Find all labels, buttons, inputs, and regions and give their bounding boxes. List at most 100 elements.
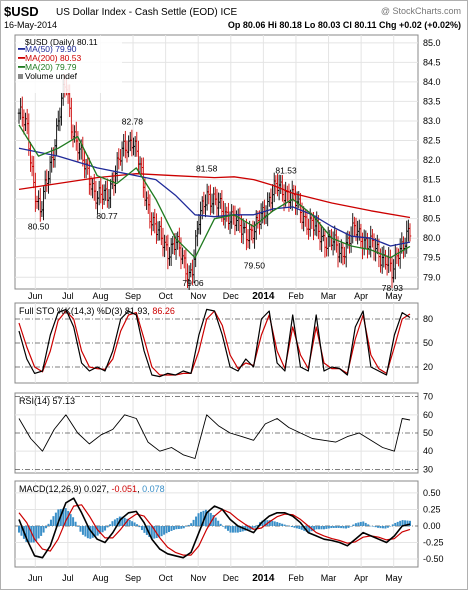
macd-histogram-bar <box>409 520 411 526</box>
macd-histogram-bar <box>268 520 271 526</box>
macd-histogram-bar <box>401 520 404 526</box>
macd-histogram-bar <box>140 525 143 531</box>
macd-y-axis: -0.50 -0.25 0.00 0.25 0.50 <box>423 488 444 564</box>
legend-ma200: MA(200) 80.53 <box>25 53 81 63</box>
macd-histogram-bar <box>352 524 355 526</box>
macd-histogram-bar <box>27 525 30 543</box>
macd-histogram-bar <box>389 525 392 527</box>
legend-volume: Volume undef <box>25 71 78 81</box>
macd-histogram-bar <box>18 525 20 533</box>
price-panel: 79.0 79.5 80.0 80.5 81.0 81.5 82.0 82.5 83.0 83.5… <box>14 34 441 293</box>
macd-histogram-bar <box>108 524 111 526</box>
y-tick-label: 84.5 <box>423 57 441 67</box>
month-label: Dec <box>223 573 240 583</box>
sto-y-axis: 20 50 80 <box>423 314 433 372</box>
macd-histogram-bar <box>94 525 97 537</box>
sto-label-main: Full STO %K(14,3) %D(3) 81.93, <box>19 306 152 316</box>
month-label: Mar <box>321 573 337 583</box>
macd-histogram-bar <box>25 525 28 542</box>
macd-histogram-bar <box>271 520 274 526</box>
macd-histogram-bar <box>163 525 166 535</box>
macd-histogram-bar <box>197 513 200 526</box>
legend-ma200-swatch <box>18 57 25 59</box>
macd-histogram-bar <box>89 525 92 539</box>
macd-histogram-bar <box>190 523 193 526</box>
macd-histogram-bar <box>345 525 348 529</box>
macd-histogram-bar <box>273 521 276 526</box>
macd-histogram-bar <box>148 525 151 538</box>
macd-histogram-bar <box>30 525 33 543</box>
legend-price: $USD (Daily) 80.11 <box>25 37 98 47</box>
macd-histogram-bar <box>106 525 109 528</box>
y-tick-label: 0.00 <box>423 521 441 531</box>
macd-histogram-bar <box>231 525 234 533</box>
macd-histogram-bar <box>77 525 80 527</box>
macd-histogram-bar <box>286 525 289 526</box>
macd-histogram-bar <box>305 525 308 532</box>
legend-ma50: MA(50) 79.90 <box>25 44 77 54</box>
macd-label-sep: , <box>137 484 142 494</box>
macd-histogram-bar <box>37 525 40 539</box>
macd-histogram-bar <box>278 522 281 526</box>
macd-histogram-bar <box>160 525 163 537</box>
month-label: Sep <box>125 291 141 301</box>
macd-histogram-bar <box>290 525 293 528</box>
sto-label-d: 86.26 <box>152 306 175 316</box>
macd-histogram-bar <box>153 525 156 539</box>
month-label: Aug <box>92 573 108 583</box>
macd-histogram-bar <box>52 516 55 526</box>
macd-histogram-bar <box>399 520 402 526</box>
month-label: Jul <box>62 573 74 583</box>
macd-histogram-bar <box>136 524 139 526</box>
macd-histogram-bar <box>62 508 65 526</box>
chart-name: US Dollar Index - Cash Settle (EOD) ICE <box>56 7 237 18</box>
macd-histogram-bar <box>239 525 242 533</box>
legend-ma20-swatch <box>18 66 25 68</box>
macd-histogram-bar <box>347 525 350 528</box>
macd-histogram-bar <box>391 524 394 526</box>
price-annotations: 80.50 82.78 80.77 79.06 81.58 79.50 81.53 78.93 <box>28 117 403 293</box>
macd-label: MACD(12,26,9) 0.027, -0.051, 0.078 <box>19 484 165 494</box>
macd-histogram-bar <box>298 525 301 529</box>
macd-histogram-bar <box>72 517 75 526</box>
macd-histogram-bar <box>364 522 367 526</box>
chart-symbol: $USD <box>4 4 39 19</box>
macd-histogram-bar <box>123 517 126 526</box>
macd-signal-line <box>18 504 411 556</box>
macd-histogram-bar <box>384 525 387 529</box>
macd-line <box>18 497 411 559</box>
macd-histogram-bar <box>261 520 264 526</box>
ma20-line <box>18 124 411 259</box>
macd-histogram-bar <box>79 525 82 532</box>
rsi-line <box>18 414 411 459</box>
y-tick-label: 82.0 <box>423 155 441 165</box>
month-label: Oct <box>159 573 174 583</box>
macd-histogram-bar <box>121 516 124 526</box>
macd-histogram-bar <box>251 525 254 530</box>
y-tick-label: 79.0 <box>423 272 441 282</box>
macd-histogram-bar <box>111 521 114 526</box>
macd-histogram-bar <box>101 525 104 533</box>
y-tick-label: 50 <box>423 338 433 348</box>
macd-histogram-bar <box>69 514 72 526</box>
macd-histogram-bar <box>386 525 389 528</box>
macd-histogram-bar <box>158 525 161 538</box>
y-tick-label: 0.50 <box>423 488 441 498</box>
month-label: Jun <box>28 291 43 301</box>
macd-histogram-bar <box>47 523 50 526</box>
macd-histogram-bar <box>32 525 35 543</box>
macd-histogram-bar <box>91 525 94 538</box>
macd-histogram-bar <box>349 525 352 527</box>
y-tick-label: 50 <box>423 428 433 438</box>
rsi-panel: 30 40 50 60 70 RSI(14) 57.13 <box>14 392 433 474</box>
macd-histogram-bar <box>315 525 318 530</box>
macd-histogram-bar <box>168 525 171 532</box>
legend-volume-swatch <box>18 74 23 79</box>
macd-label-signal: -0.051 <box>112 484 138 494</box>
y-tick-label: 79.5 <box>423 253 441 263</box>
macd-histogram-bar <box>300 525 303 530</box>
rsi-plot <box>18 414 411 459</box>
macd-histogram-bar <box>199 511 202 526</box>
y-tick-label: 40 <box>423 446 433 456</box>
price-annotation: 79.50 <box>244 261 266 271</box>
